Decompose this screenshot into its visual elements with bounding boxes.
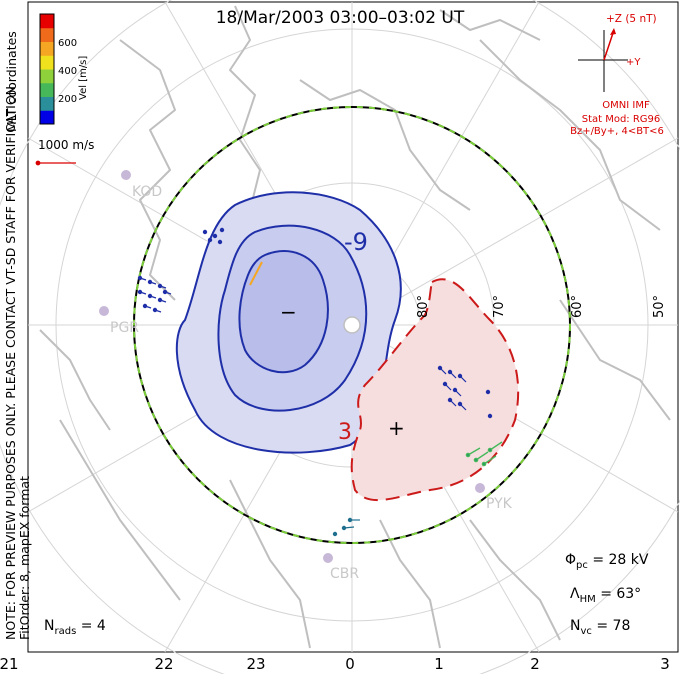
mlt-tick: 21 [0, 655, 19, 673]
colorbar-segment [40, 110, 54, 125]
stat-value: = 28 kV [592, 552, 649, 568]
latitude-label: 50° [652, 294, 667, 318]
stat-symbol: N [570, 618, 581, 634]
colorbar-segment [40, 96, 54, 111]
stat-phi-pc: Φpc = 28 kV [565, 552, 648, 571]
velocity-vectors-pyk [437, 365, 493, 419]
station-label-pyk: PYK [486, 496, 512, 512]
plot-title: 18/Mar/2003 03:00–03:02 UT [215, 8, 465, 28]
mlt-tick: 3 [660, 655, 670, 673]
stat-value: = 4 [80, 618, 106, 634]
velocity-vectors-kod [202, 227, 225, 245]
latitude-label: 70° [492, 294, 507, 318]
imf-condition: Bz+/By+, 4<BT<6 [570, 126, 664, 137]
imf-z-label: +Z (5 nT) [606, 13, 657, 25]
stat-subscript: pc [576, 559, 588, 571]
negative-contour-label: -9 [344, 228, 368, 256]
colorbar-segment [40, 82, 54, 97]
colorbar-tick: 200 [58, 94, 78, 105]
colorbar-tick: 400 [58, 66, 78, 77]
stat-subscript: vc [580, 625, 592, 637]
scale-vector-label: 1000 m/s [38, 138, 95, 152]
positive-contour-label: 3 [338, 420, 352, 445]
mlt-tick: 2 [530, 655, 540, 673]
colorbar-frame [39, 13, 55, 125]
stat-value: = 63° [600, 586, 642, 602]
stat-n-vc: Nvc = 78 [570, 618, 630, 637]
colorbar-segment [40, 55, 54, 70]
pole-marker [343, 316, 361, 334]
mlt-tick: 22 [154, 655, 174, 673]
imf-model: Stat Mod: RG96 [581, 114, 661, 125]
station-label-cbr: CBR [330, 566, 360, 582]
stat-n-rads: Nrads = 4 [44, 618, 106, 637]
colorbar-segment [40, 27, 54, 42]
hm-boundary-dash [133, 106, 571, 544]
stat-symbol: N [44, 618, 55, 634]
preview-note-line: NOTE: FOR PREVIEW PURPOSES ONLY. PLEASE … [3, 82, 18, 640]
colorbar-segment [40, 41, 54, 56]
stat-subscript: rads [54, 625, 77, 637]
station-marker-pyk [475, 483, 485, 493]
velocity-colorbar [39, 13, 55, 125]
scale-vector [35, 160, 76, 166]
colorbar-tick: 600 [58, 38, 78, 49]
colorbar-segment [40, 14, 54, 29]
colorbar-segment [40, 69, 54, 84]
station-label-kod: KOD [132, 184, 163, 200]
latitude-label: 60° [570, 294, 585, 318]
station-marker-cbr [323, 553, 333, 563]
station-label-pgr: PGR [110, 320, 140, 336]
mlt-tick: 1 [434, 655, 444, 673]
positive-cell [350, 278, 520, 502]
stat-symbol: Λ [570, 586, 580, 602]
station-markers [99, 170, 485, 563]
coastlines [39, 5, 671, 649]
negative-cell-inner [238, 250, 329, 374]
imf-dial [578, 28, 628, 92]
negative-cell-symbol: − [280, 300, 297, 324]
positive-cell-symbol: + [388, 416, 405, 440]
station-marker-kod [121, 170, 131, 180]
preview-note: NOTE: FOR PREVIEW PURPOSES ONLY. PLEASE … [3, 82, 32, 640]
stat-symbol: Φ [565, 552, 577, 568]
imf-y-label: +Y [626, 57, 641, 68]
velocity-vector-fast [249, 261, 263, 286]
fit-order-line: FitOrder: 8, mapEX format [17, 476, 32, 640]
mlt-tick: 0 [345, 655, 355, 673]
mlt-tick: 23 [246, 655, 266, 673]
stat-lambda-hm: ΛHM = 63° [570, 586, 641, 605]
velocity-vectors-green [465, 441, 503, 467]
stat-value: = 78 [596, 618, 631, 634]
velocity-vectors-pgr [137, 275, 172, 313]
station-marker-pgr [99, 306, 109, 316]
map-frame [27, 1, 679, 653]
imf-source: OMNI IMF [602, 100, 650, 111]
stat-subscript: HM [579, 593, 596, 605]
latitude-label: 80° [416, 294, 431, 318]
coordinate-label: MLT coordinates [4, 31, 19, 132]
velocity-vectors-cbr [332, 517, 360, 537]
